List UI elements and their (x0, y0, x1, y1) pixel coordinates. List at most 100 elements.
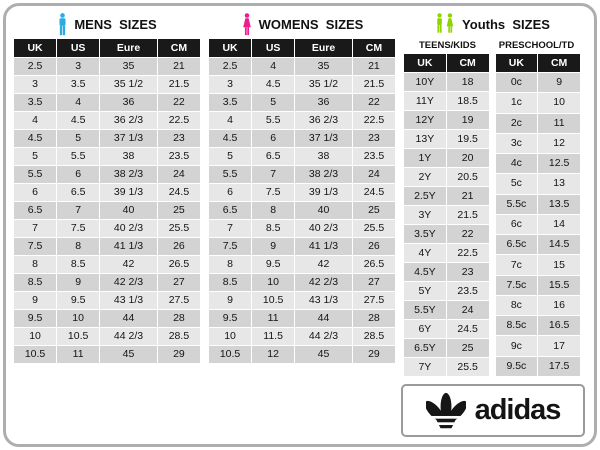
size-row: 8.5 10 42 2/3 27 (209, 274, 395, 291)
size-cell: 40 (295, 202, 352, 219)
size-row: 3 3.5 35 1/2 21.5 (14, 76, 200, 93)
size-row: 5.5Y 24 (404, 301, 489, 319)
womens-size-table: UK US Eure CM 2.5 4 35 21 3 4.5 35 1/2 21.5 3.5 5 36 22… (208, 38, 396, 364)
size-row: 5c 13 (495, 174, 580, 194)
size-cell: 9.5 (209, 310, 252, 327)
size-row: 6.5 7 40 25 (14, 202, 200, 219)
womens-section-title: WOMENS SIZES (208, 10, 396, 38)
size-cell: 44 (100, 310, 157, 327)
size-cell: 6.5 (14, 202, 57, 219)
size-row: 4c 12.5 (495, 154, 580, 174)
size-cell: 23 (157, 130, 200, 147)
size-cell: 7 (252, 166, 295, 183)
size-row: 3c 12 (495, 133, 580, 154)
size-cell: 10.5 (209, 346, 252, 363)
size-cell: 38 2/3 (295, 166, 352, 183)
size-row: 5.5 6 38 2/3 24 (14, 166, 200, 183)
chart-frame: MENS SIZES UK US Eure CM 2.5 3 35 21 3 3.5 35 1/2 2… (3, 3, 597, 447)
size-cell: 25 (446, 339, 489, 357)
size-row: 4.5 5 37 1/3 23 (14, 130, 200, 147)
column-header: UK (404, 54, 446, 72)
size-cell: 9.5 (14, 310, 57, 327)
size-row: 7.5 9 41 1/3 26 (209, 238, 395, 255)
size-cell: 7 (209, 220, 252, 237)
size-cell: 19 (446, 111, 489, 129)
size-row: 8.5c 16.5 (495, 316, 580, 336)
size-row: 10.5 11 45 29 (14, 346, 200, 363)
size-cell: 22 (446, 225, 489, 243)
size-row: 3.5 5 36 22 (209, 94, 395, 111)
size-cell: 3c (495, 133, 538, 154)
size-row: 5 6.5 38 23.5 (209, 148, 395, 165)
size-cell: 6.5c (495, 235, 538, 255)
size-cell: 36 2/3 (100, 112, 157, 129)
size-cell: 13.5 (538, 194, 580, 214)
size-cell: 19.5 (446, 130, 489, 148)
mens-section-title: MENS SIZES (13, 10, 201, 38)
size-row: 3 4.5 35 1/2 21.5 (209, 76, 395, 93)
size-cell: 12 (252, 346, 295, 363)
size-cell: 10Y (404, 73, 446, 91)
size-cell: 8.5 (57, 256, 100, 273)
size-cell: 3.5Y (404, 225, 446, 243)
size-cell: 3 (57, 58, 100, 75)
size-cell: 8 (14, 256, 57, 273)
size-row: 9c 17 (495, 336, 580, 356)
size-row: 7.5c 15.5 (495, 275, 580, 295)
size-cell: 37 1/3 (100, 130, 157, 147)
size-cell: 11.5 (252, 328, 295, 345)
size-cell: 2.5 (209, 58, 252, 75)
size-cell: 7.5c (495, 275, 538, 295)
size-cell: 11 (57, 346, 100, 363)
size-cell: 24 (157, 166, 200, 183)
size-cell: 5 (252, 94, 295, 111)
size-cell: 7.5 (57, 220, 100, 237)
size-row: 2.5 3 35 21 (14, 58, 200, 75)
size-row: 5 5.5 38 23.5 (14, 148, 200, 165)
size-cell: 25.5 (157, 220, 200, 237)
size-cell: 42 (295, 256, 352, 273)
size-cell: 5.5 (57, 148, 100, 165)
column-header: Eure (100, 39, 157, 57)
size-row: 7c 15 (495, 255, 580, 275)
size-cell: 9.5 (57, 292, 100, 309)
womens-section: WOMENS SIZES UK US Eure CM 2.5 4 35 21 3 4.5 35 1/… (208, 10, 396, 377)
header-row: UK CM (495, 54, 580, 72)
youths-title-label: Youths SIZES (462, 16, 550, 32)
size-row: 2.5 4 35 21 (209, 58, 395, 75)
size-cell: 10.5 (252, 292, 295, 309)
size-row: 12Y 19 (404, 111, 489, 129)
size-cell: 5 (57, 130, 100, 147)
size-cell: 8 (209, 256, 252, 273)
size-cell: 4c (495, 154, 538, 174)
size-row: 10 10.5 44 2/3 28.5 (14, 328, 200, 345)
size-cell: 7Y (404, 358, 446, 376)
size-cell: 26.5 (352, 256, 395, 273)
size-cell: 22.5 (157, 112, 200, 129)
size-cell: 24.5 (352, 184, 395, 201)
size-cell: 23 (446, 263, 489, 281)
size-cell: 9.5c (495, 356, 538, 376)
size-cell: 21.5 (352, 76, 395, 93)
female-icon (241, 12, 253, 36)
size-cell: 2.5Y (404, 187, 446, 205)
size-row: 2.5Y 21 (404, 187, 489, 205)
size-cell: 29 (157, 346, 200, 363)
size-row: 6.5Y 25 (404, 339, 489, 357)
size-cell: 4 (252, 58, 295, 75)
size-cell: 13Y (404, 130, 446, 148)
size-cell: 40 2/3 (100, 220, 157, 237)
size-cell: 3.5 (14, 94, 57, 111)
size-cell: 23.5 (446, 282, 489, 300)
size-cell: 9c (495, 336, 538, 356)
adidas-logo: adidas (401, 384, 585, 437)
size-cell: 44 2/3 (295, 328, 352, 345)
size-cell: 11 (252, 310, 295, 327)
size-cell: 23.5 (352, 148, 395, 165)
size-row: 9.5 10 44 28 (14, 310, 200, 327)
column-header: Eure (295, 39, 352, 57)
column-header: US (57, 39, 100, 57)
size-cell: 41 1/3 (100, 238, 157, 255)
size-cell: 5Y (404, 282, 446, 300)
size-row: 8 8.5 42 26.5 (14, 256, 200, 273)
